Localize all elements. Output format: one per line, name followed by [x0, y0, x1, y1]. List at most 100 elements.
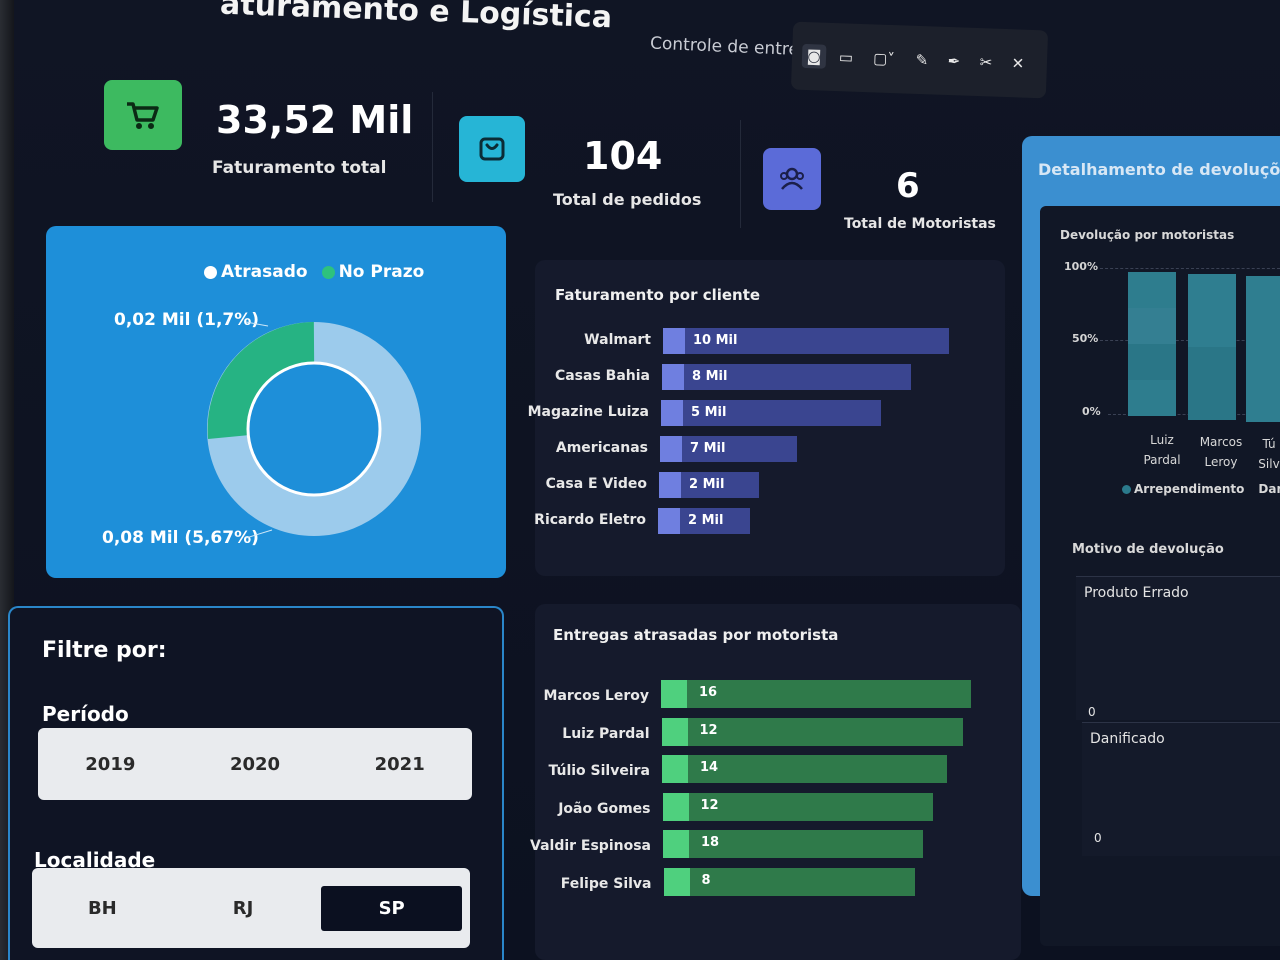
filter-title: Filtre por: [42, 638, 167, 663]
driver-bar: 12 [662, 793, 933, 821]
returns-by-driver-title: Devolução por motoristas [1060, 228, 1235, 242]
period-selector: 2019 2020 2021 [38, 728, 472, 800]
panel-title: Entregas atrasadas por motorista [553, 626, 839, 644]
driver-category-label: Tú Silv [1258, 437, 1280, 471]
client-bar-value: 5 Mil [691, 405, 727, 420]
client-bar-row[interactable]: Casas Bahia 8 Mil [555, 364, 948, 392]
close-icon[interactable]: ✕ [1011, 54, 1025, 73]
driver-bar-row[interactable]: Luiz Pardal 12 [562, 718, 972, 746]
kpi-drivers-value: 6 [896, 166, 920, 206]
driver-name-label: Marcos Leroy [543, 688, 649, 704]
stack-segment [1188, 274, 1236, 347]
driver-bar-cap [663, 830, 689, 858]
y-tick: 100% [1064, 260, 1098, 273]
legend-item-arrependimento[interactable]: Arrependimento [1122, 482, 1244, 496]
return-reason-title: Motivo de devolução [1072, 542, 1224, 557]
scissors-icon[interactable]: ✂ [979, 53, 993, 72]
shopping-bag-icon [479, 137, 505, 161]
return-stack-bar[interactable] [1246, 276, 1280, 422]
return-stack-bar[interactable] [1128, 272, 1176, 416]
stack-segment [1188, 347, 1236, 420]
location-option-bh[interactable]: BH [87, 897, 117, 919]
y-tick: 50% [1072, 332, 1099, 345]
return-stack-bar[interactable] [1188, 274, 1236, 420]
driver-bar-value: 18 [701, 835, 720, 850]
reason-card-produto-errado[interactable]: Produto Errado 0 [1076, 576, 1280, 720]
driver-bar-row[interactable]: Felipe Silva 8 [561, 868, 974, 896]
legend-item-no-prazo[interactable]: No Prazo [321, 262, 425, 282]
client-bar: 5 Mil [661, 400, 881, 426]
client-bar-value: 7 Mil [690, 441, 726, 456]
window-select-icon[interactable]: ▢˅ [872, 49, 896, 69]
client-bar-row[interactable]: Magazine Luiza 5 Mil [528, 400, 947, 428]
driver-bar-value: 14 [700, 760, 719, 775]
edit-icon[interactable]: ✎ [915, 50, 929, 70]
driver-bar-value: 8 [701, 873, 711, 888]
client-bar: 2 Mil [658, 508, 750, 534]
donut-late-slice[interactable] [207, 322, 315, 439]
legend-dot-icon [204, 265, 217, 279]
stack-segment [1128, 380, 1176, 416]
screenshot-icon[interactable]: ◙ [801, 43, 827, 69]
donut-leader-line [245, 529, 273, 539]
legend-label: Arrependimento [1134, 482, 1245, 496]
legend-dot-icon [321, 265, 335, 279]
client-bar-cap [659, 472, 681, 498]
late-deliveries-panel: Entregas atrasadas por motorista Marcos … [530, 604, 1021, 960]
location-selector: BH RJ SP [32, 868, 470, 948]
driver-bar: 12 [661, 718, 963, 746]
pen-icon[interactable]: ✒ [947, 51, 961, 71]
client-bar-value: 2 Mil [689, 477, 725, 492]
legend-item-danificado[interactable]: Danifica [1258, 482, 1280, 496]
revenue-by-client-panel: Faturamento por cliente Walmart 10 Mil Cas… [528, 260, 1005, 576]
client-bar-value: 2 Mil [688, 513, 724, 528]
legend-item-atrasado[interactable]: Atrasado [204, 262, 308, 282]
client-bar: 2 Mil [659, 472, 759, 498]
legend-label: Danifica [1258, 482, 1280, 496]
client-bar-row[interactable]: Walmart 10 Mil [584, 328, 949, 356]
donut-label-ontime: 0,08 Mil (5,67%) [102, 528, 259, 548]
reason-card-danificado[interactable]: Danificado 0 [1082, 722, 1280, 856]
stack-segment [1128, 344, 1176, 380]
stack-segment [1128, 272, 1176, 308]
client-bar: 7 Mil [660, 436, 797, 462]
users-icon [780, 167, 804, 190]
donut-leader-line [245, 321, 269, 327]
driver-bar-cap [661, 718, 688, 746]
driver-bar-value: 16 [699, 685, 718, 700]
stack-segment [1246, 276, 1280, 422]
location-option-rj[interactable]: RJ [232, 897, 254, 919]
driver-name-label: Valdir Espinosa [530, 838, 651, 854]
driver-bar-row[interactable]: Valdir Espinosa 18 [530, 830, 973, 858]
client-bar-cap [663, 328, 685, 354]
client-bar-value: 10 Mil [693, 333, 738, 348]
driver-bar-row[interactable]: Marcos Leroy 16 [544, 680, 971, 708]
driver-name-label: Túlio Silveira [548, 763, 650, 779]
video-icon[interactable]: ▭ [838, 48, 854, 67]
donut-label-late: 0,02 Mil (1,7%) [114, 310, 260, 330]
driver-bar: 16 [661, 680, 971, 708]
driver-bar-row[interactable]: João Gomes 12 [558, 793, 973, 821]
location-option-sp[interactable]: SP [321, 885, 463, 931]
driver-name-label: Luiz Pardal [562, 726, 650, 742]
returns-title: Detalhamento de devoluções [1038, 160, 1280, 179]
stack-segment [1128, 308, 1176, 344]
period-option-2021[interactable]: 2021 [374, 753, 425, 775]
client-bar-row[interactable]: Casa E Video 2 Mil [546, 472, 945, 500]
reason-value: 0 [1088, 705, 1096, 719]
client-bar-row[interactable]: Americanas 7 Mil [556, 436, 946, 464]
legend-label: No Prazo [338, 262, 425, 282]
client-bar-row[interactable]: Ricardo Eletro 2 Mil [534, 508, 944, 536]
reason-label: Danificado [1090, 731, 1165, 747]
driver-bar-value: 12 [699, 723, 718, 738]
kpi-divider [740, 120, 741, 228]
driver-bar-cap [662, 793, 689, 821]
driver-bar-row[interactable]: Túlio Silveira 14 [548, 755, 972, 783]
driver-name-label: Felipe Silva [560, 876, 652, 892]
donut-chart [207, 321, 421, 539]
cart-icon [127, 102, 159, 129]
returns-legend: Arrependimento Danifica [1122, 482, 1280, 496]
period-option-2020[interactable]: 2020 [229, 753, 281, 775]
period-option-2019[interactable]: 2019 [85, 753, 136, 775]
kpi-revenue-label: Faturamento total [212, 158, 387, 178]
